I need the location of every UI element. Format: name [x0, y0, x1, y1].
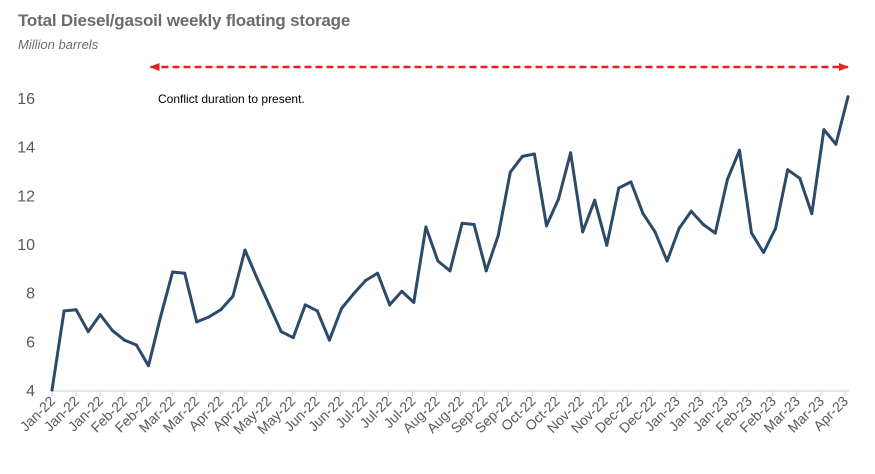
data-point: [689, 209, 693, 213]
x-axis: Jan-22Jan-22Jan-22Feb-22Feb-22Mar-22Mar-…: [17, 390, 851, 437]
data-point: [810, 212, 814, 216]
data-point: [713, 231, 717, 235]
annotation-group: Conflict duration to present.: [149, 63, 849, 106]
data-point: [352, 292, 356, 296]
data-point: [195, 320, 199, 324]
data-point: [62, 309, 66, 313]
y-tick-label: 14: [17, 140, 35, 157]
data-point: [641, 212, 645, 216]
data-point: [725, 178, 729, 182]
data-point: [412, 300, 416, 304]
data-point: [327, 338, 331, 342]
data-point: [557, 197, 561, 201]
data-point: [134, 343, 138, 347]
data-point: [460, 221, 464, 225]
data-point: [484, 269, 488, 273]
data-point: [303, 303, 307, 307]
data-point: [774, 226, 778, 230]
annotation-text: Conflict duration to present.: [158, 92, 305, 106]
series-group: [50, 95, 850, 392]
data-point: [122, 338, 126, 342]
data-point: [798, 176, 802, 180]
data-point: [581, 230, 585, 234]
data-point: [496, 233, 500, 237]
y-tick-label: 10: [17, 237, 35, 254]
data-point: [846, 95, 850, 99]
data-point: [146, 364, 150, 368]
data-point: [701, 223, 705, 227]
data-point: [376, 271, 380, 275]
data-point: [183, 271, 187, 275]
data-point: [786, 168, 790, 172]
chart-title: Total Diesel/gasoil weekly floating stor…: [18, 11, 351, 30]
data-point: [532, 152, 536, 156]
data-point: [50, 388, 54, 392]
data-point: [279, 330, 283, 334]
y-tick-label: 16: [17, 91, 35, 108]
chart-subtitle: Million barrels: [18, 37, 99, 52]
data-point: [436, 259, 440, 263]
data-point: [291, 336, 295, 340]
series-line: [50, 95, 850, 392]
data-point: [472, 223, 476, 227]
data-point: [267, 303, 271, 307]
data-point: [737, 148, 741, 152]
data-point: [448, 269, 452, 273]
data-point: [159, 315, 163, 319]
data-point: [508, 170, 512, 174]
data-point: [629, 180, 633, 184]
data-point: [569, 151, 573, 155]
data-point: [544, 224, 548, 228]
y-tick-label: 12: [17, 188, 35, 205]
data-point: [110, 328, 114, 332]
data-point: [219, 308, 223, 312]
data-point: [400, 289, 404, 293]
data-point: [424, 225, 428, 229]
data-point: [86, 330, 90, 334]
data-point: [677, 226, 681, 230]
data-point: [617, 186, 621, 190]
data-point: [750, 231, 754, 235]
data-point: [207, 315, 211, 319]
data-point: [364, 279, 368, 282]
data-point: [315, 309, 319, 313]
data-point: [231, 294, 235, 298]
data-point: [520, 154, 524, 158]
data-point: [653, 230, 657, 234]
data-point: [171, 270, 175, 274]
data-point: [388, 303, 392, 307]
data-point: [339, 306, 343, 310]
y-axis: 4 6 8 10 12 14 16: [17, 91, 35, 400]
data-point: [243, 248, 247, 252]
data-point: [593, 198, 597, 202]
data-point: [822, 128, 826, 132]
data-point: [605, 243, 609, 247]
y-tick-label: 8: [26, 286, 35, 303]
data-point: [762, 251, 766, 255]
y-tick-label: 6: [26, 334, 35, 351]
y-tick-label: 4: [26, 383, 35, 400]
data-point: [255, 276, 259, 280]
data-point: [98, 313, 102, 317]
data-point: [74, 308, 78, 312]
data-point: [834, 142, 838, 146]
data-point: [665, 259, 669, 263]
